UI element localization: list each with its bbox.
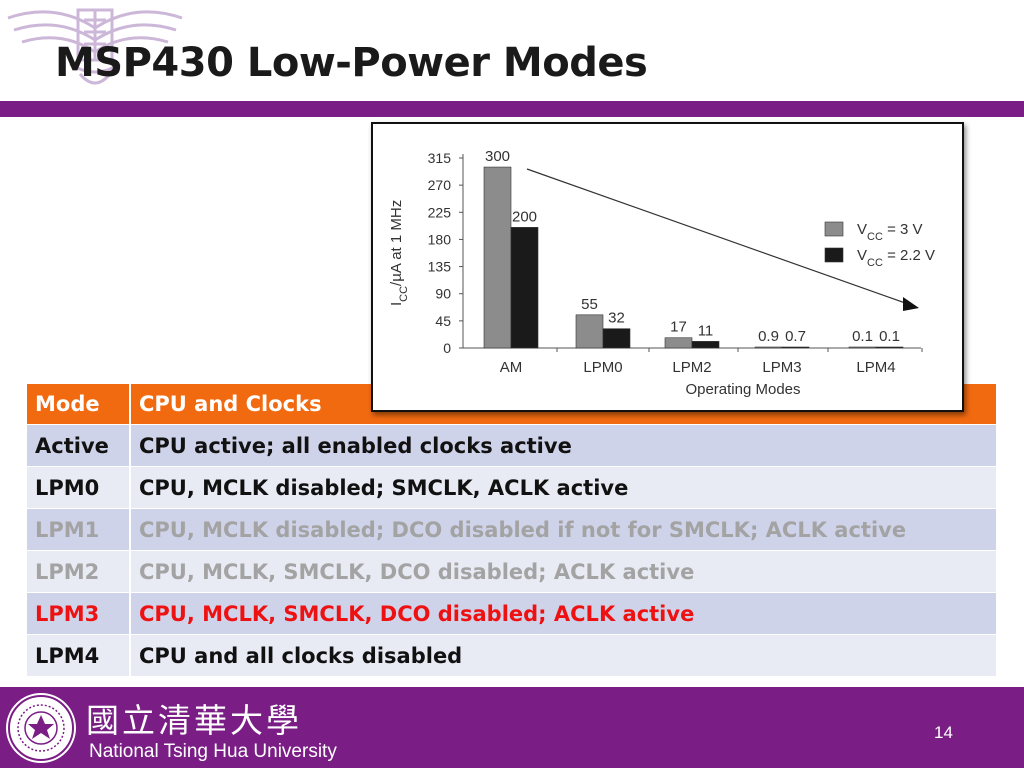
- mode-cell: LPM1: [27, 508, 131, 551]
- legend-entry: VCC = 2.2 V: [857, 247, 935, 269]
- clocks-cell: CPU, MCLK disabled; SMCLK, ACLK active: [130, 466, 996, 509]
- mode-cell: Active: [27, 424, 131, 467]
- mode-cell: LPM3: [27, 592, 131, 635]
- data-label: 0.1: [852, 328, 873, 345]
- footer-bar: [0, 687, 1024, 768]
- mode-cell: LPM0: [27, 466, 131, 509]
- table-row: LPM1 CPU, MCLK disabled; DCO disabled if…: [27, 508, 996, 551]
- title-divider-bar: [0, 101, 1024, 117]
- y-tick-label: 225: [428, 204, 452, 220]
- power-consumption-chart: 0 45 90 135 180 225 270 315 AM 300 200 LPM0 55 32 LPM2…: [371, 122, 964, 412]
- data-label: 32: [608, 310, 625, 327]
- data-label: 55: [581, 296, 598, 313]
- bar-lpm4-series-2: [875, 346, 904, 349]
- x-tick-label: LPM4: [856, 359, 895, 376]
- bar-lpm4-series-1: [848, 346, 877, 349]
- bar-am-series-2: [510, 227, 539, 349]
- y-tick-label: 45: [435, 313, 451, 329]
- bar-lpm3-series-2: [781, 346, 810, 349]
- data-label: 11: [698, 322, 714, 339]
- clocks-cell: CPU, MCLK disabled; DCO disabled if not …: [130, 508, 996, 551]
- column-header-mode: Mode: [27, 384, 131, 425]
- x-tick-label: LPM3: [762, 359, 801, 376]
- y-tick-label: 90: [435, 286, 451, 302]
- data-label: 0.7: [785, 328, 806, 345]
- bar-lpm2-series-1: [664, 337, 693, 349]
- trend-arrow-line: [526, 168, 909, 305]
- data-label: 17: [670, 319, 687, 336]
- data-label: 0.9: [758, 328, 779, 345]
- footer-university-chinese-name: 國立清華大學: [86, 701, 302, 740]
- y-tick-label: 0: [443, 340, 451, 356]
- mode-cell: LPM4: [27, 634, 131, 676]
- clocks-cell: CPU and all clocks disabled: [130, 634, 996, 676]
- x-tick-label: LPM2: [672, 359, 711, 376]
- y-tick-label: 270: [428, 177, 452, 193]
- bar-lpm0-series-2: [602, 328, 631, 349]
- bar-lpm2-series-2: [691, 341, 720, 349]
- x-tick-label: AM: [500, 359, 523, 376]
- data-label: 300: [485, 148, 510, 165]
- data-label: 200: [512, 208, 537, 225]
- table-row: LPM4 CPU and all clocks disabled: [27, 634, 996, 676]
- clocks-cell: CPU, MCLK, SMCLK, DCO disabled; ACLK act…: [130, 592, 996, 635]
- y-tick-label: 135: [428, 259, 452, 275]
- page-number: 14: [934, 723, 953, 742]
- y-tick-label: 315: [428, 150, 452, 166]
- clocks-cell: CPU, MCLK, SMCLK, DCO disabled; ACLK act…: [130, 550, 996, 593]
- y-tick-label: 180: [428, 231, 452, 247]
- table-row: Active CPU active; all enabled clocks ac…: [27, 424, 996, 467]
- chart-canvas: 0 45 90 135 180 225 270 315 AM 300 200 LPM0 55 32 LPM2…: [388, 148, 935, 398]
- table-row: LPM2 CPU, MCLK, SMCLK, DCO disabled; ACL…: [27, 550, 996, 593]
- low-power-modes-table: Mode CPU and Clocks Active CPU active; a…: [27, 384, 996, 676]
- y-axis-title: ICC/µA at 1 MHz: [388, 200, 410, 306]
- mode-cell: LPM2: [27, 550, 131, 593]
- x-tick-label: LPM0: [583, 359, 622, 376]
- university-seal-logo: [6, 693, 76, 763]
- footer-university-english-name: National Tsing Hua University: [89, 741, 337, 762]
- legend-swatch: [824, 221, 844, 237]
- slide-title: MSP430 Low-Power Modes: [55, 40, 648, 86]
- bar-lpm0-series-1: [575, 314, 604, 349]
- table-row: LPM0 CPU, MCLK disabled; SMCLK, ACLK act…: [27, 466, 996, 509]
- data-label: 0.1: [879, 328, 900, 345]
- clocks-cell: CPU active; all enabled clocks active: [130, 424, 996, 467]
- x-axis-title: Operating Modes: [685, 381, 800, 398]
- bar-lpm3-series-1: [754, 346, 783, 349]
- university-emblem-logo: [7, 8, 183, 85]
- bar-am-series-1: [483, 166, 512, 349]
- table-row: LPM3 CPU, MCLK, SMCLK, DCO disabled; ACL…: [27, 592, 996, 635]
- legend-entry: VCC = 3 V: [857, 221, 923, 243]
- legend-swatch: [824, 247, 844, 263]
- trend-arrow-head: [903, 297, 919, 311]
